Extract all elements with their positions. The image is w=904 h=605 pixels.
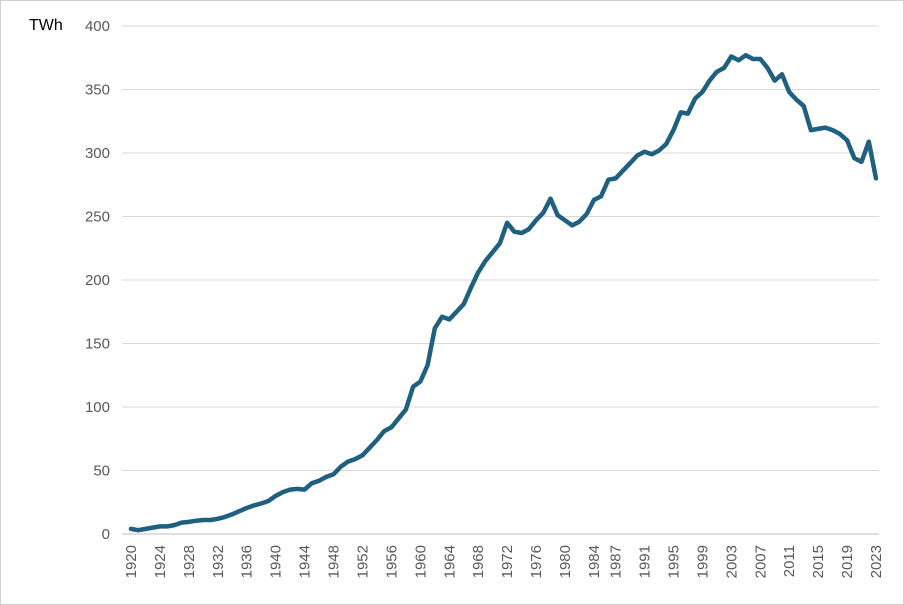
series-lines (128, 52, 879, 533)
x-tick-label: 1964 (441, 545, 458, 578)
x-tick-label: 1987 (608, 545, 625, 578)
x-tick-label: 1936 (239, 545, 256, 578)
y-tick-label: 300 (85, 145, 110, 162)
y-tick-label: 250 (85, 209, 110, 226)
x-tick-label: 1968 (470, 545, 487, 578)
x-tick-label: 1956 (383, 545, 400, 578)
x-tick-label: 2015 (810, 545, 827, 578)
x-tick-label: 1984 (586, 545, 603, 578)
y-tick-label: 400 (85, 18, 110, 35)
y-axis-unit-label: TWh (29, 17, 63, 34)
x-tick-label: 1999 (694, 545, 711, 578)
y-tick-label: 0 (102, 526, 110, 543)
x-tick-label: 1944 (297, 545, 314, 578)
gridlines (122, 25, 879, 471)
x-tick-label: 1972 (499, 545, 516, 578)
y-axis-tick-labels: 0 50 100 150 200 250 300 350 400 (85, 18, 110, 543)
x-tick-label: 1995 (665, 545, 682, 578)
x-tick-label: 1976 (528, 545, 545, 578)
x-axis-tick-labels: 1920 1924 1928 1932 1936 1940 1944 1948 1952 1956… (123, 545, 885, 578)
y-tick-label: 50 (93, 463, 110, 480)
x-tick-label: 1952 (354, 545, 371, 578)
x-tick-label: 2007 (752, 545, 769, 578)
y-tick-label: 100 (85, 399, 110, 416)
x-tick-label: 1991 (637, 545, 654, 578)
x-tick-label: 1928 (181, 545, 198, 578)
y-tick-label: 200 (85, 272, 110, 289)
x-tick-label: 2019 (839, 545, 856, 578)
x-tick-label: 1940 (268, 545, 285, 578)
x-tick-label: 1924 (152, 545, 169, 578)
x-tick-label: 1948 (326, 545, 343, 578)
x-tick-label: 2023 (868, 545, 885, 578)
series-line (128, 52, 879, 533)
x-tick-label: 2003 (723, 545, 740, 578)
x-tick-label: 1960 (412, 545, 429, 578)
x-tick-label: 2011 (781, 545, 798, 577)
y-tick-label: 150 (85, 336, 110, 353)
x-tick-label: 1920 (123, 545, 140, 578)
y-tick-label: 350 (85, 82, 110, 99)
x-tick-label: 1932 (210, 545, 227, 578)
x-tick-label: 1980 (557, 545, 574, 578)
